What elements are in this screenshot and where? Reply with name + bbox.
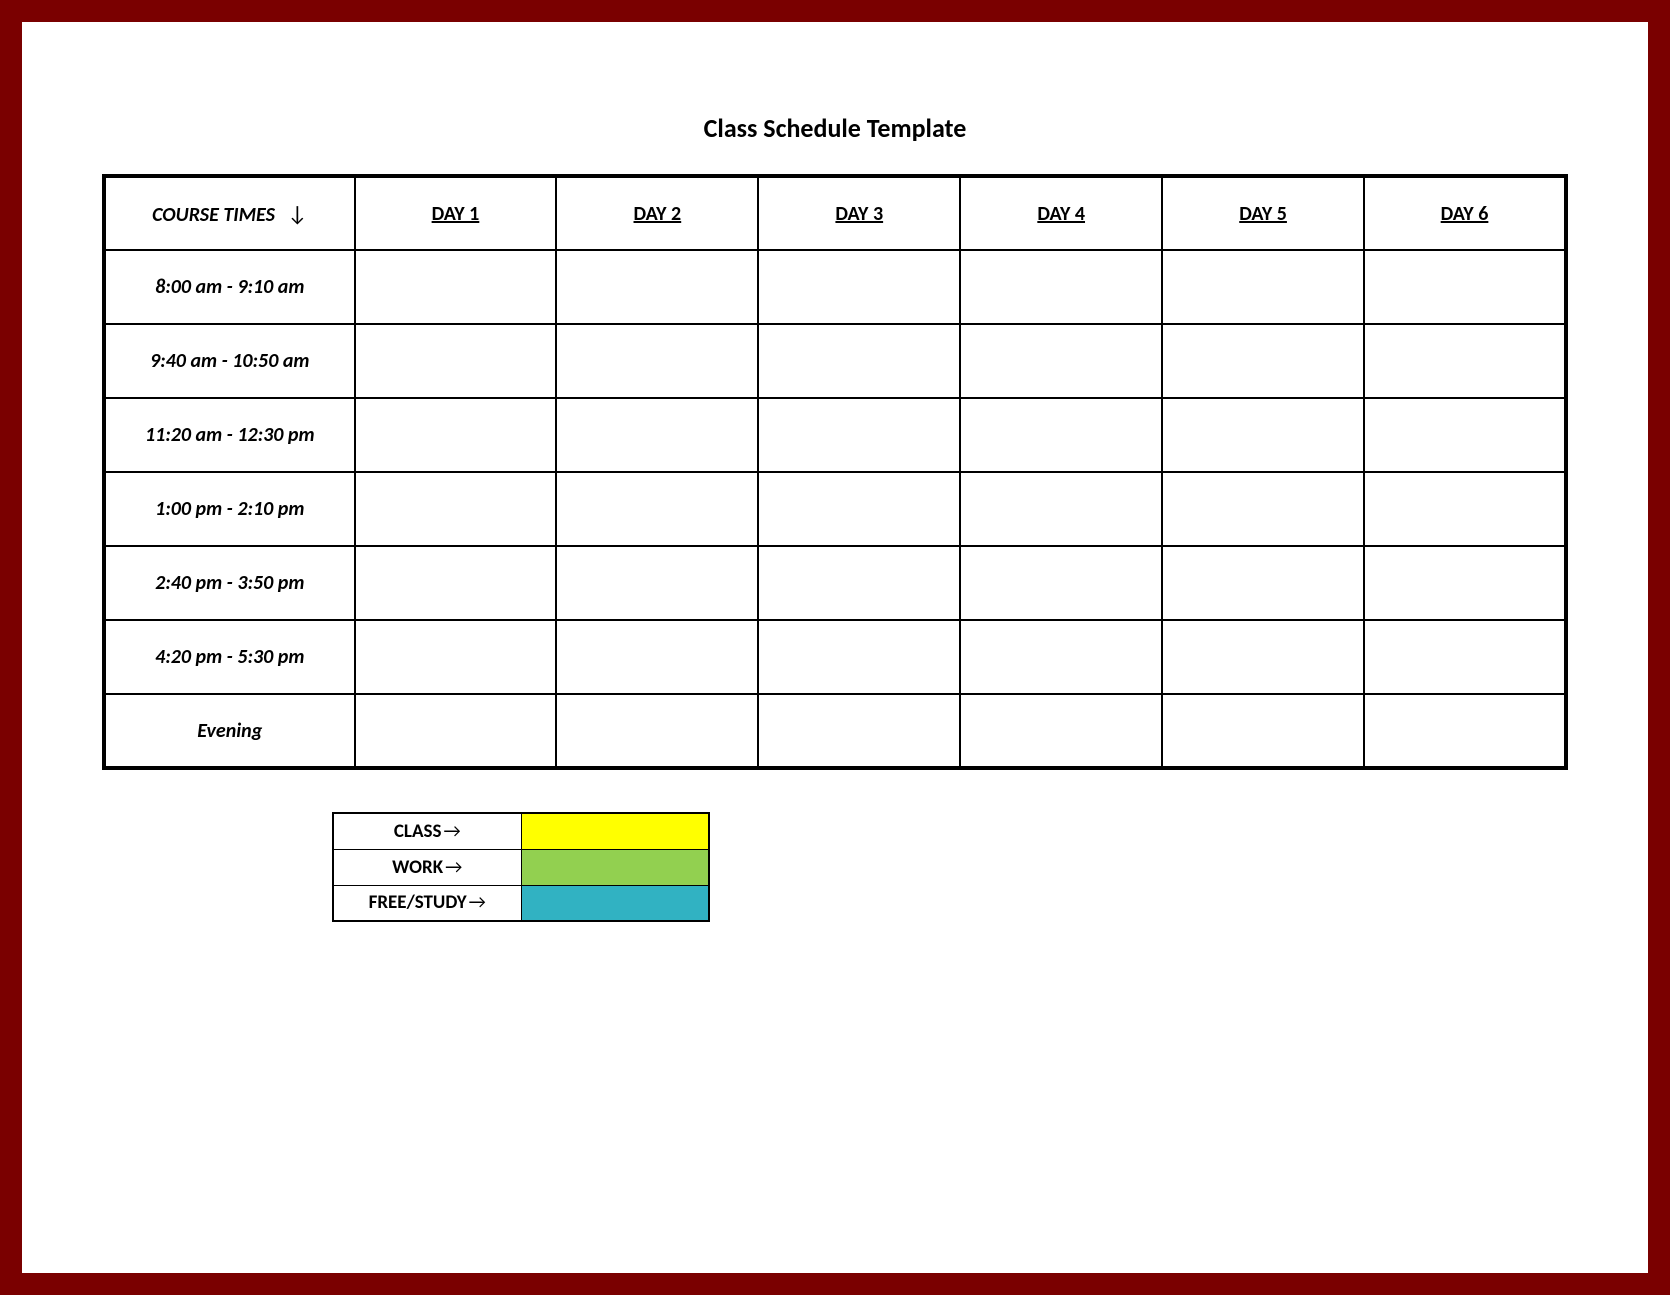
schedule-cell[interactable] xyxy=(758,472,960,546)
schedule-cell[interactable] xyxy=(1162,324,1364,398)
schedule-cell[interactable] xyxy=(355,398,557,472)
schedule-cell[interactable] xyxy=(960,694,1162,768)
schedule-header-row: COURSE TIMES ↓ DAY 1 DAY 2 DAY 3 DAY 4 D… xyxy=(104,176,1566,250)
time-slot: 4:20 pm - 5:30 pm xyxy=(104,620,355,694)
legend-label-work: WORK→ xyxy=(333,849,521,885)
schedule-cell[interactable] xyxy=(960,250,1162,324)
day-5-header: DAY 5 xyxy=(1162,176,1364,250)
legend-text: FREE/STUDY xyxy=(369,891,467,914)
schedule-cell[interactable] xyxy=(355,694,557,768)
legend-table: CLASS→ WORK→ FREE/STUDY→ xyxy=(332,812,710,922)
schedule-cell[interactable] xyxy=(1162,250,1364,324)
arrow-right-icon: → xyxy=(445,856,462,879)
schedule-cell[interactable] xyxy=(960,620,1162,694)
schedule-row: 2:40 pm - 3:50 pm xyxy=(104,546,1566,620)
day-6-header: DAY 6 xyxy=(1364,176,1566,250)
schedule-row: Evening xyxy=(104,694,1566,768)
legend-text: CLASS xyxy=(394,820,442,843)
schedule-cell[interactable] xyxy=(1162,398,1364,472)
schedule-cell[interactable] xyxy=(960,546,1162,620)
schedule-row: 1:00 pm - 2:10 pm xyxy=(104,472,1566,546)
schedule-cell[interactable] xyxy=(1162,620,1364,694)
day-3-header: DAY 3 xyxy=(758,176,960,250)
time-slot: Evening xyxy=(104,694,355,768)
legend-label-class: CLASS→ xyxy=(333,813,521,849)
schedule-cell[interactable] xyxy=(556,324,758,398)
page-title: Class Schedule Template xyxy=(102,112,1568,144)
schedule-cell[interactable] xyxy=(758,324,960,398)
schedule-row: 9:40 am - 10:50 am xyxy=(104,324,1566,398)
schedule-cell[interactable] xyxy=(758,546,960,620)
content-area: Class Schedule Template COURSE TIMES ↓ D… xyxy=(22,22,1648,962)
schedule-cell[interactable] xyxy=(556,546,758,620)
schedule-cell[interactable] xyxy=(355,472,557,546)
schedule-cell[interactable] xyxy=(355,546,557,620)
schedule-cell[interactable] xyxy=(556,694,758,768)
arrow-down-icon: ↓ xyxy=(287,200,307,227)
schedule-cell[interactable] xyxy=(960,324,1162,398)
schedule-cell[interactable] xyxy=(1364,472,1566,546)
schedule-cell[interactable] xyxy=(1364,398,1566,472)
time-slot: 11:20 am - 12:30 pm xyxy=(104,398,355,472)
schedule-cell[interactable] xyxy=(1364,546,1566,620)
document-frame: Class Schedule Template COURSE TIMES ↓ D… xyxy=(0,0,1670,1295)
schedule-cell[interactable] xyxy=(556,472,758,546)
schedule-cell[interactable] xyxy=(758,398,960,472)
schedule-cell[interactable] xyxy=(758,620,960,694)
schedule-cell[interactable] xyxy=(758,694,960,768)
day-1-header: DAY 1 xyxy=(355,176,557,250)
schedule-cell[interactable] xyxy=(1162,694,1364,768)
legend-row-class: CLASS→ xyxy=(333,813,709,849)
arrow-right-icon: → xyxy=(443,820,460,843)
schedule-cell[interactable] xyxy=(1364,620,1566,694)
course-times-label: COURSE TIMES xyxy=(152,203,275,227)
schedule-cell[interactable] xyxy=(960,472,1162,546)
schedule-row: 4:20 pm - 5:30 pm xyxy=(104,620,1566,694)
schedule-cell[interactable] xyxy=(1364,324,1566,398)
schedule-cell[interactable] xyxy=(1162,546,1364,620)
arrow-right-icon: → xyxy=(469,891,486,914)
schedule-cell[interactable] xyxy=(355,250,557,324)
schedule-row: 8:00 am - 9:10 am xyxy=(104,250,1566,324)
legend-row-free: FREE/STUDY→ xyxy=(333,885,709,921)
legend-color-class xyxy=(521,813,709,849)
time-slot: 9:40 am - 10:50 am xyxy=(104,324,355,398)
schedule-cell[interactable] xyxy=(355,620,557,694)
schedule-cell[interactable] xyxy=(355,324,557,398)
day-2-header: DAY 2 xyxy=(556,176,758,250)
schedule-cell[interactable] xyxy=(1364,250,1566,324)
day-4-header: DAY 4 xyxy=(960,176,1162,250)
schedule-table: COURSE TIMES ↓ DAY 1 DAY 2 DAY 3 DAY 4 D… xyxy=(102,174,1568,770)
legend-color-free xyxy=(521,885,709,921)
schedule-cell[interactable] xyxy=(1364,694,1566,768)
time-slot: 2:40 pm - 3:50 pm xyxy=(104,546,355,620)
legend-text: WORK xyxy=(392,856,443,879)
schedule-cell[interactable] xyxy=(556,250,758,324)
time-slot: 1:00 pm - 2:10 pm xyxy=(104,472,355,546)
legend-row-work: WORK→ xyxy=(333,849,709,885)
schedule-cell[interactable] xyxy=(960,398,1162,472)
legend-label-free: FREE/STUDY→ xyxy=(333,885,521,921)
time-slot: 8:00 am - 9:10 am xyxy=(104,250,355,324)
schedule-cell[interactable] xyxy=(1162,472,1364,546)
schedule-cell[interactable] xyxy=(758,250,960,324)
course-times-header: COURSE TIMES ↓ xyxy=(104,176,355,250)
schedule-row: 11:20 am - 12:30 pm xyxy=(104,398,1566,472)
schedule-cell[interactable] xyxy=(556,398,758,472)
legend-color-work xyxy=(521,849,709,885)
schedule-cell[interactable] xyxy=(556,620,758,694)
